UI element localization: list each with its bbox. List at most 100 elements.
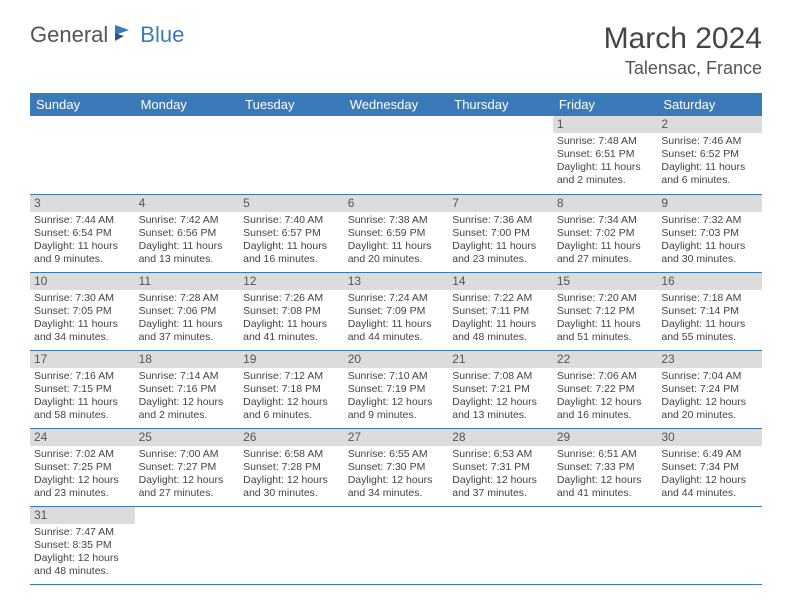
day-content: Sunrise: 7:24 AMSunset: 7:09 PMDaylight:… — [344, 290, 449, 347]
dayname-saturday: Saturday — [657, 93, 762, 116]
sunset-text: Sunset: 7:12 PM — [557, 305, 654, 318]
day-cell: 29Sunrise: 6:51 AMSunset: 7:33 PMDayligh… — [553, 428, 658, 506]
day-cell: 18Sunrise: 7:14 AMSunset: 7:16 PMDayligh… — [135, 350, 240, 428]
day-cell: 1Sunrise: 7:48 AMSunset: 6:51 PMDaylight… — [553, 116, 658, 194]
sunrise-text: Sunrise: 7:42 AM — [139, 214, 236, 227]
sunset-text: Sunset: 6:54 PM — [34, 227, 131, 240]
day-number: 24 — [30, 429, 135, 446]
day-number: 29 — [553, 429, 658, 446]
day-number: 16 — [657, 273, 762, 290]
day-cell: 7Sunrise: 7:36 AMSunset: 7:00 PMDaylight… — [448, 194, 553, 272]
logo-text-blue: Blue — [140, 22, 184, 48]
sunrise-text: Sunrise: 7:40 AM — [243, 214, 340, 227]
sunrise-text: Sunrise: 7:30 AM — [34, 292, 131, 305]
day-cell: 31Sunrise: 7:47 AMSunset: 8:35 PMDayligh… — [30, 506, 135, 584]
calendar-body: 1Sunrise: 7:48 AMSunset: 6:51 PMDaylight… — [30, 116, 762, 584]
daylight-text: Daylight: 11 hours and 44 minutes. — [348, 318, 445, 344]
day-number: 22 — [553, 351, 658, 368]
sunrise-text: Sunrise: 7:14 AM — [139, 370, 236, 383]
sunset-text: Sunset: 7:18 PM — [243, 383, 340, 396]
empty-cell — [553, 506, 658, 584]
day-number: 1 — [553, 116, 658, 133]
header-right: March 2024 Talensac, France — [604, 22, 762, 79]
daylight-text: Daylight: 11 hours and 23 minutes. — [452, 240, 549, 266]
sunrise-text: Sunrise: 7:02 AM — [34, 448, 131, 461]
daylight-text: Daylight: 11 hours and 13 minutes. — [139, 240, 236, 266]
daylight-text: Daylight: 12 hours and 37 minutes. — [452, 474, 549, 500]
sunrise-text: Sunrise: 7:22 AM — [452, 292, 549, 305]
daylight-text: Daylight: 11 hours and 41 minutes. — [243, 318, 340, 344]
daylight-text: Daylight: 12 hours and 16 minutes. — [557, 396, 654, 422]
day-number: 21 — [448, 351, 553, 368]
day-cell: 11Sunrise: 7:28 AMSunset: 7:06 PMDayligh… — [135, 272, 240, 350]
day-cell: 14Sunrise: 7:22 AMSunset: 7:11 PMDayligh… — [448, 272, 553, 350]
day-content: Sunrise: 6:58 AMSunset: 7:28 PMDaylight:… — [239, 446, 344, 503]
daylight-text: Daylight: 11 hours and 20 minutes. — [348, 240, 445, 266]
sunrise-text: Sunrise: 7:20 AM — [557, 292, 654, 305]
dayname-monday: Monday — [135, 93, 240, 116]
day-content: Sunrise: 7:46 AMSunset: 6:52 PMDaylight:… — [657, 133, 762, 190]
day-number: 25 — [135, 429, 240, 446]
sunrise-text: Sunrise: 6:51 AM — [557, 448, 654, 461]
daylight-text: Daylight: 11 hours and 55 minutes. — [661, 318, 758, 344]
sunset-text: Sunset: 6:56 PM — [139, 227, 236, 240]
day-cell: 12Sunrise: 7:26 AMSunset: 7:08 PMDayligh… — [239, 272, 344, 350]
sunrise-text: Sunrise: 7:16 AM — [34, 370, 131, 383]
week-row: 31Sunrise: 7:47 AMSunset: 8:35 PMDayligh… — [30, 506, 762, 584]
sunset-text: Sunset: 8:35 PM — [34, 539, 131, 552]
day-content: Sunrise: 6:55 AMSunset: 7:30 PMDaylight:… — [344, 446, 449, 503]
daylight-text: Daylight: 11 hours and 30 minutes. — [661, 240, 758, 266]
sunrise-text: Sunrise: 7:44 AM — [34, 214, 131, 227]
day-cell: 25Sunrise: 7:00 AMSunset: 7:27 PMDayligh… — [135, 428, 240, 506]
day-number: 7 — [448, 195, 553, 212]
day-cell: 2Sunrise: 7:46 AMSunset: 6:52 PMDaylight… — [657, 116, 762, 194]
day-cell: 22Sunrise: 7:06 AMSunset: 7:22 PMDayligh… — [553, 350, 658, 428]
daylight-text: Daylight: 12 hours and 6 minutes. — [243, 396, 340, 422]
dayname-tuesday: Tuesday — [239, 93, 344, 116]
day-cell: 21Sunrise: 7:08 AMSunset: 7:21 PMDayligh… — [448, 350, 553, 428]
day-content: Sunrise: 7:40 AMSunset: 6:57 PMDaylight:… — [239, 212, 344, 269]
calendar-table: SundayMondayTuesdayWednesdayThursdayFrid… — [30, 93, 762, 585]
day-content: Sunrise: 6:53 AMSunset: 7:31 PMDaylight:… — [448, 446, 553, 503]
day-number: 4 — [135, 195, 240, 212]
day-cell: 16Sunrise: 7:18 AMSunset: 7:14 PMDayligh… — [657, 272, 762, 350]
day-number: 2 — [657, 116, 762, 133]
dayname-friday: Friday — [553, 93, 658, 116]
daylight-text: Daylight: 12 hours and 20 minutes. — [661, 396, 758, 422]
day-number: 9 — [657, 195, 762, 212]
sunset-text: Sunset: 7:11 PM — [452, 305, 549, 318]
daylight-text: Daylight: 11 hours and 16 minutes. — [243, 240, 340, 266]
empty-cell — [448, 506, 553, 584]
empty-cell — [30, 116, 135, 194]
sunset-text: Sunset: 7:08 PM — [243, 305, 340, 318]
day-content: Sunrise: 7:04 AMSunset: 7:24 PMDaylight:… — [657, 368, 762, 425]
logo-text-general: General — [30, 22, 108, 48]
sunset-text: Sunset: 7:06 PM — [139, 305, 236, 318]
day-number: 28 — [448, 429, 553, 446]
dayname-thursday: Thursday — [448, 93, 553, 116]
day-number: 11 — [135, 273, 240, 290]
sunrise-text: Sunrise: 6:53 AM — [452, 448, 549, 461]
sunrise-text: Sunrise: 7:24 AM — [348, 292, 445, 305]
sunrise-text: Sunrise: 6:58 AM — [243, 448, 340, 461]
sunset-text: Sunset: 7:28 PM — [243, 461, 340, 474]
sunrise-text: Sunrise: 6:55 AM — [348, 448, 445, 461]
day-content: Sunrise: 6:49 AMSunset: 7:34 PMDaylight:… — [657, 446, 762, 503]
sunset-text: Sunset: 6:52 PM — [661, 148, 758, 161]
sunset-text: Sunset: 7:19 PM — [348, 383, 445, 396]
daylight-text: Daylight: 12 hours and 44 minutes. — [661, 474, 758, 500]
day-cell: 17Sunrise: 7:16 AMSunset: 7:15 PMDayligh… — [30, 350, 135, 428]
empty-cell — [344, 116, 449, 194]
daylight-text: Daylight: 12 hours and 23 minutes. — [34, 474, 131, 500]
daylight-text: Daylight: 11 hours and 51 minutes. — [557, 318, 654, 344]
day-cell: 28Sunrise: 6:53 AMSunset: 7:31 PMDayligh… — [448, 428, 553, 506]
day-cell: 10Sunrise: 7:30 AMSunset: 7:05 PMDayligh… — [30, 272, 135, 350]
daylight-text: Daylight: 12 hours and 30 minutes. — [243, 474, 340, 500]
week-row: 24Sunrise: 7:02 AMSunset: 7:25 PMDayligh… — [30, 428, 762, 506]
day-content: Sunrise: 7:48 AMSunset: 6:51 PMDaylight:… — [553, 133, 658, 190]
daylight-text: Daylight: 12 hours and 48 minutes. — [34, 552, 131, 578]
sunset-text: Sunset: 7:00 PM — [452, 227, 549, 240]
sunset-text: Sunset: 7:27 PM — [139, 461, 236, 474]
week-row: 1Sunrise: 7:48 AMSunset: 6:51 PMDaylight… — [30, 116, 762, 194]
day-cell: 26Sunrise: 6:58 AMSunset: 7:28 PMDayligh… — [239, 428, 344, 506]
